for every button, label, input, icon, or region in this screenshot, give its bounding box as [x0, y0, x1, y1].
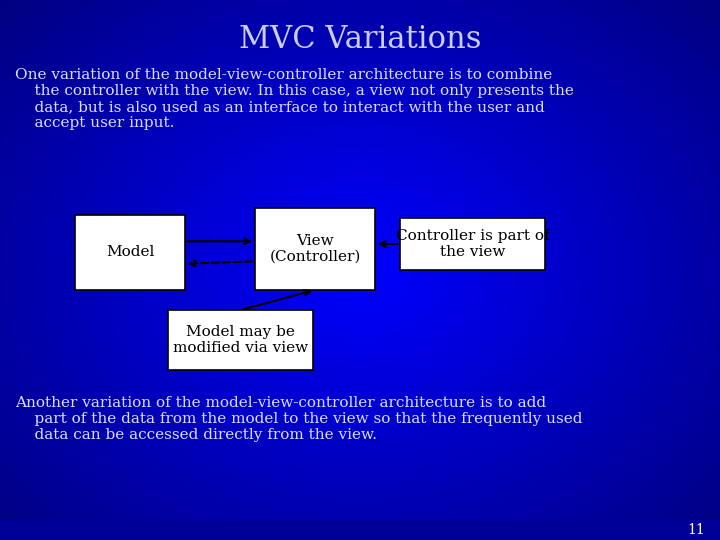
- Text: Another variation of the model-view-controller architecture is to add: Another variation of the model-view-cont…: [15, 396, 546, 410]
- FancyBboxPatch shape: [400, 218, 545, 270]
- Bar: [0, 520, 720, 540]
- FancyBboxPatch shape: [75, 215, 185, 290]
- Text: Controller is part of
the view: Controller is part of the view: [396, 229, 549, 259]
- Text: Model: Model: [106, 246, 154, 260]
- Text: 11: 11: [688, 523, 705, 537]
- Text: the controller with the view. In this case, a view not only presents the: the controller with the view. In this ca…: [15, 84, 574, 98]
- Text: data can be accessed directly from the view.: data can be accessed directly from the v…: [15, 428, 377, 442]
- Text: part of the data from the model to the view so that the frequently used: part of the data from the model to the v…: [15, 412, 582, 426]
- FancyBboxPatch shape: [168, 310, 313, 370]
- Text: Model may be
modified via view: Model may be modified via view: [173, 325, 308, 355]
- Text: data, but is also used as an interface to interact with the user and: data, but is also used as an interface t…: [15, 100, 545, 114]
- Text: MVC Variations: MVC Variations: [239, 24, 481, 56]
- Text: One variation of the model-view-controller architecture is to combine: One variation of the model-view-controll…: [15, 68, 552, 82]
- Text: View
(Controller): View (Controller): [269, 234, 361, 264]
- FancyBboxPatch shape: [255, 208, 375, 290]
- Text: accept user input.: accept user input.: [15, 116, 174, 130]
